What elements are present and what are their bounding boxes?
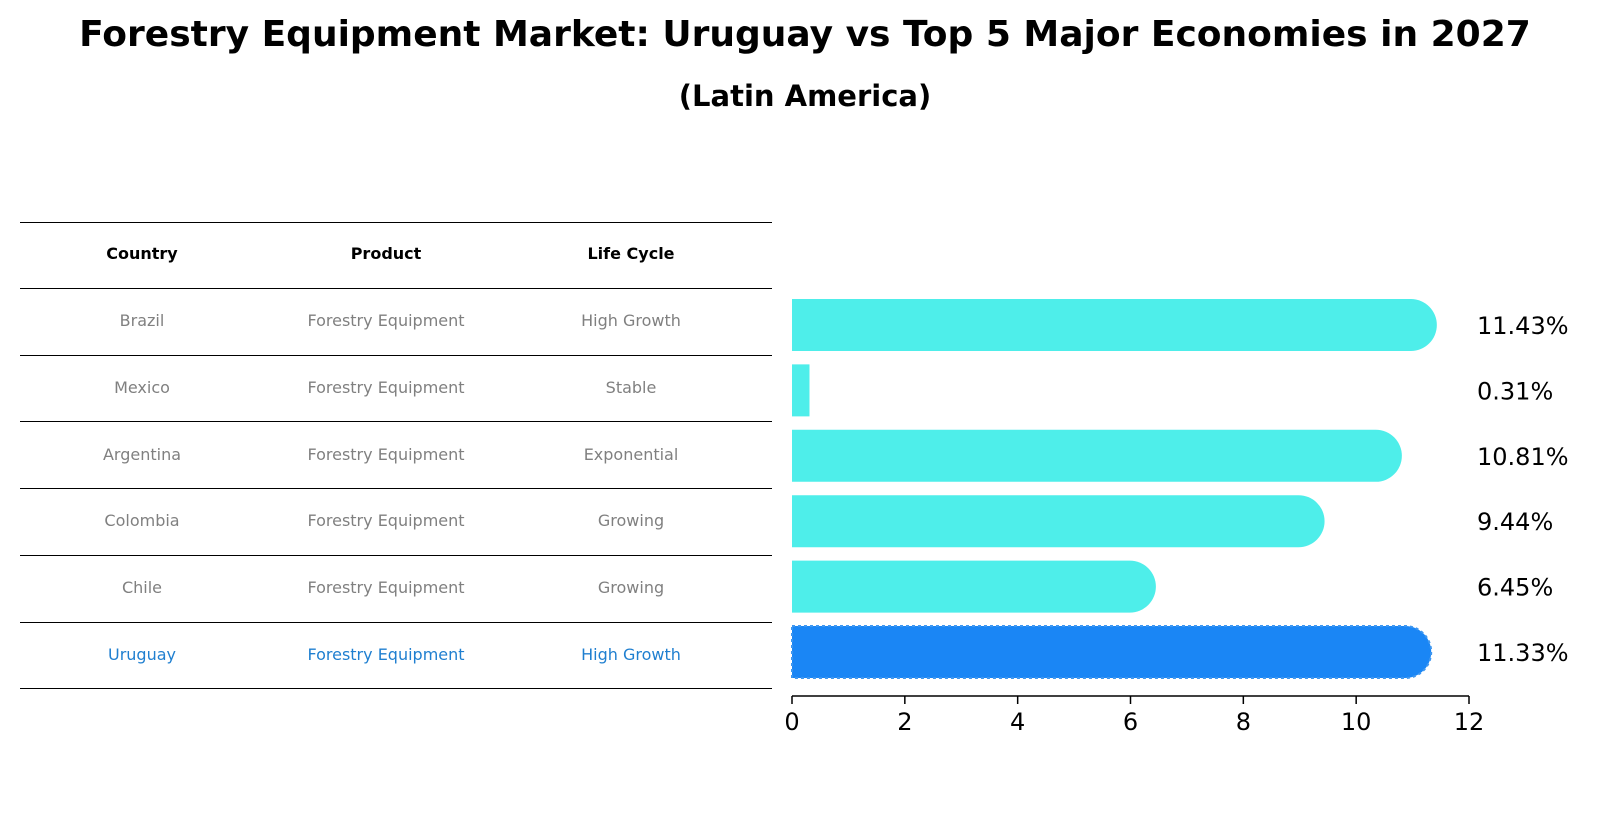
table-rule — [20, 488, 772, 489]
x-tick-label: 10 — [1341, 708, 1372, 736]
table-cell-country: Argentina — [102, 445, 182, 464]
table-cell-country: Colombia — [104, 511, 180, 530]
x-tick-label: 8 — [1236, 708, 1251, 736]
bar-value-label: 6.45% — [1477, 574, 1553, 602]
table-cell-product: Forestry Equipment — [307, 645, 465, 664]
table-header-cell: Country — [106, 244, 178, 263]
table-rule — [20, 288, 772, 289]
table-cell-country: Brazil — [119, 311, 165, 330]
table-cell-product: Forestry Equipment — [307, 578, 465, 597]
x-tick-label: 0 — [784, 708, 799, 736]
table-rule — [20, 421, 772, 422]
bar-brazil — [792, 299, 1437, 351]
bar-value-label: 11.33% — [1477, 639, 1569, 667]
table-cell-product: Forestry Equipment — [307, 311, 465, 330]
bar-value-label: 10.81% — [1477, 443, 1569, 471]
bar-value-label: 11.43% — [1477, 312, 1569, 340]
table-rule — [20, 355, 772, 356]
x-tick-label: 6 — [1123, 708, 1138, 736]
table-cell-life-cycle: Growing — [597, 511, 665, 530]
bar-chile — [792, 560, 1156, 613]
bar-value-label: 0.31% — [1477, 377, 1553, 405]
table-header-cell: Life Cycle — [587, 244, 675, 263]
table-cell-life-cycle: High Growth — [581, 311, 681, 330]
bar-mexico — [792, 364, 810, 417]
table-cell-product: Forestry Equipment — [307, 378, 465, 397]
bar-value-label: 9.44% — [1477, 508, 1553, 536]
bar-colombia — [792, 495, 1325, 548]
table-rule — [20, 222, 772, 223]
table-cell-product: Forestry Equipment — [307, 511, 465, 530]
chart-subtitle: (Latin America) — [678, 79, 932, 113]
table-cell-life-cycle: Growing — [597, 578, 665, 597]
table-header-cell: Product — [350, 244, 422, 263]
x-tick-label: 2 — [897, 708, 912, 736]
x-tick-label: 4 — [1010, 708, 1025, 736]
table-cell-life-cycle: Exponential — [583, 445, 679, 464]
table-rule — [20, 622, 772, 623]
table-cell-country: Mexico — [114, 378, 170, 397]
chart-title: Forestry Equipment Market: Uruguay vs To… — [79, 14, 1531, 55]
table-cell-life-cycle: High Growth — [581, 645, 681, 664]
bar-argentina — [792, 429, 1402, 482]
table-cell-country: Uruguay — [108, 645, 176, 664]
table-cell-life-cycle: Stable — [605, 378, 657, 397]
table-rule — [20, 555, 772, 556]
bar-uruguay — [791, 625, 1433, 679]
table-cell-product: Forestry Equipment — [307, 445, 465, 464]
table-cell-country: Chile — [121, 578, 163, 597]
x-tick-label: 12 — [1454, 708, 1485, 736]
table-rule — [20, 688, 772, 689]
